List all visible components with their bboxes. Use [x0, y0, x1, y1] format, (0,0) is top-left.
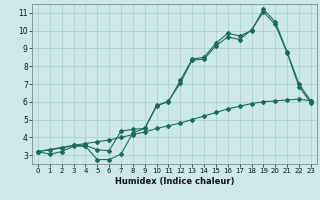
- X-axis label: Humidex (Indice chaleur): Humidex (Indice chaleur): [115, 177, 234, 186]
